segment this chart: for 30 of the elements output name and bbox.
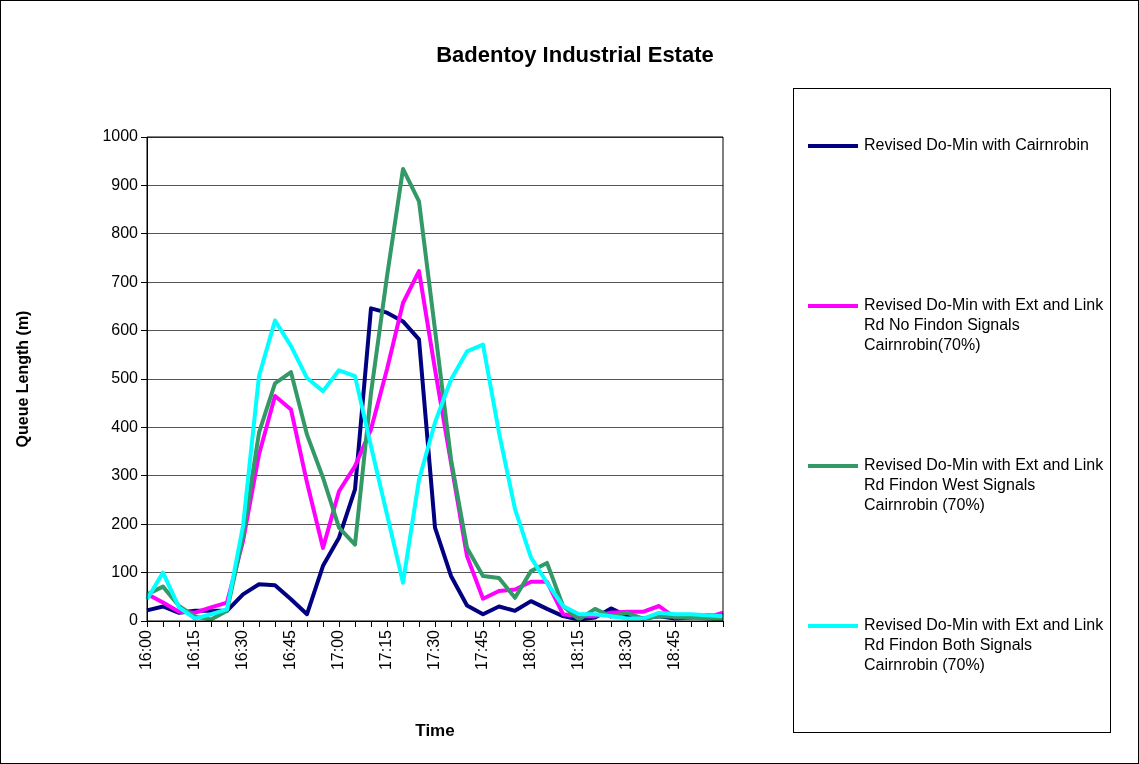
x-tick-label: 18:00 xyxy=(521,629,539,671)
chart-title: Badentoy Industrial Estate xyxy=(435,42,715,68)
y-tick-label: 200 xyxy=(111,514,139,532)
x-tick-label: 17:00 xyxy=(329,629,347,671)
x-tick-label: 17:30 xyxy=(425,629,443,671)
y-tick-label: 100 xyxy=(111,563,139,581)
x-axis-title: Time xyxy=(415,721,455,741)
legend-label: Revised Do-Min with Cairnrobin xyxy=(864,135,1090,155)
y-tick-label: 300 xyxy=(111,466,139,484)
y-tick-label: 800 xyxy=(111,224,139,242)
y-tick-label: 700 xyxy=(111,272,139,290)
y-tick-label: 500 xyxy=(111,369,139,387)
legend-label: Revised Do-Min with Ext and Link Rd Findon Both Signals Cairnrobin (70%) xyxy=(864,615,1104,675)
x-tick-label: 18:45 xyxy=(665,629,683,671)
legend-label: Revised Do-Min with Ext and Link Rd Findon West Signals Cairnrobin (70%) xyxy=(864,455,1104,515)
x-tick-label: 18:30 xyxy=(617,629,635,671)
y-tick-label: 0 xyxy=(129,611,139,629)
x-tick-label: 16:45 xyxy=(281,629,299,671)
x-tick-label: 17:15 xyxy=(377,629,395,671)
y-tick-label: 1000 xyxy=(102,127,139,145)
y-tick-label: 600 xyxy=(111,321,139,339)
y-axis-title: Queue Length (m) xyxy=(14,310,32,448)
x-tick-label: 16:15 xyxy=(185,629,203,671)
x-tick-label: 18:15 xyxy=(569,629,587,671)
legend-label: Revised Do-Min with Ext and Link Rd No Findon Signals Cairnrobin(70%) xyxy=(864,295,1104,355)
y-tick-label: 900 xyxy=(111,175,139,193)
x-tick-label: 16:00 xyxy=(137,629,155,671)
x-tick-label: 16:30 xyxy=(233,629,251,671)
y-tick-label: 400 xyxy=(111,417,139,435)
x-tick-label: 17:45 xyxy=(473,629,491,671)
